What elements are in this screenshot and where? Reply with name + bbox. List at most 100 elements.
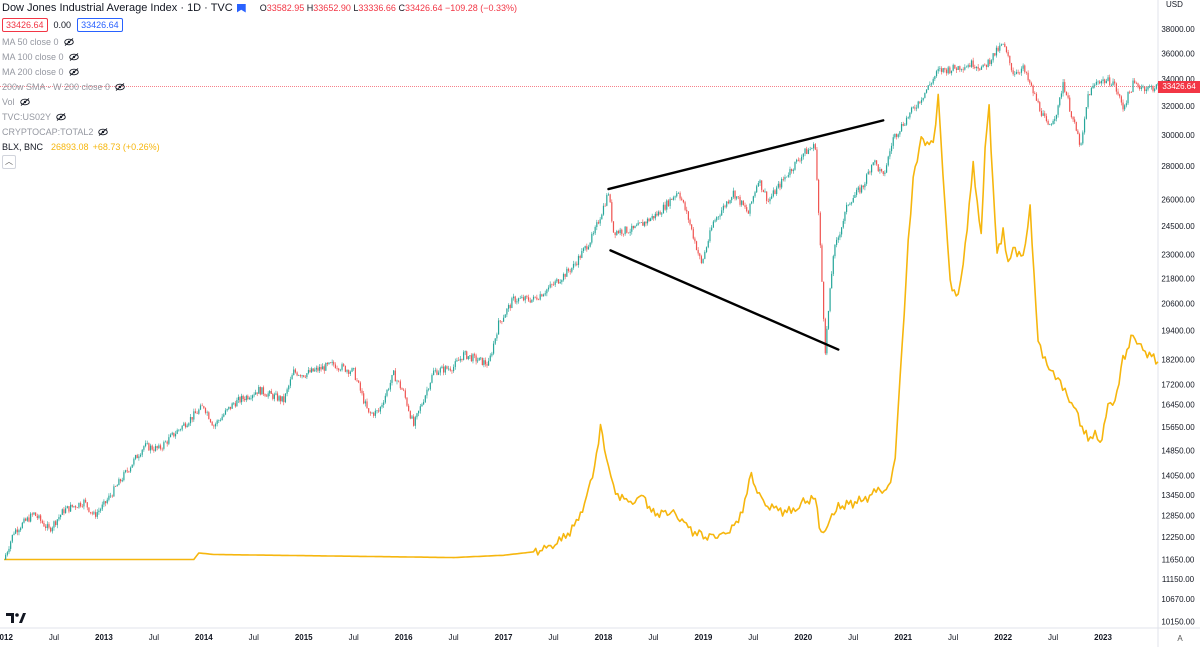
candle-body <box>646 218 649 224</box>
candle-body <box>497 320 500 335</box>
candle-body <box>849 203 851 205</box>
indicator-label[interactable]: MA 200 close 0 <box>2 66 64 77</box>
eye-off-icon[interactable] <box>63 37 74 46</box>
candle-body <box>326 363 329 365</box>
candle-body <box>154 446 157 451</box>
eye-off-icon[interactable] <box>56 112 66 121</box>
indicator-label[interactable]: MA 50 close 0 <box>2 36 59 47</box>
candle-body <box>604 205 606 207</box>
x-tick-label: Jul <box>548 633 558 642</box>
candle-body <box>954 64 956 69</box>
candle-body <box>1064 82 1066 92</box>
sell-price-box[interactable]: 33426.64 <box>2 18 48 32</box>
candle-body <box>837 237 839 240</box>
candle-body <box>653 216 655 219</box>
indicator-label[interactable]: Vol <box>2 96 15 107</box>
candle-body <box>448 368 450 370</box>
y-tick-label: 15650.00 <box>1161 423 1195 432</box>
candle-body <box>464 351 466 353</box>
indicator-row[interactable]: TVC:US02Y <box>2 109 517 124</box>
candle-body <box>739 196 741 205</box>
x-tick-label: Jul <box>448 633 458 642</box>
indicator-label[interactable]: TVC:US02Y <box>2 111 52 122</box>
candle-body <box>979 68 981 70</box>
eye-off-icon[interactable] <box>98 127 109 136</box>
overlay-symbol-name[interactable]: BLX, BNC <box>2 141 44 152</box>
candle-body <box>262 387 265 395</box>
candle-body <box>847 204 849 206</box>
candle-body <box>767 201 769 202</box>
y-tick-label: 20600.00 <box>1161 300 1195 309</box>
candle-body <box>1015 72 1018 75</box>
eye-off-icon[interactable] <box>68 67 79 76</box>
candle-body <box>850 202 853 204</box>
candle-body <box>627 232 630 234</box>
currency-label[interactable]: USD <box>1166 0 1183 9</box>
eye-off-icon[interactable] <box>19 97 30 106</box>
y-tick-label: 28000.00 <box>1161 162 1195 171</box>
overlay-symbol-row[interactable]: BLX, BNC 26893.08 +68.73 (+0.26%) <box>2 139 517 154</box>
candle-body <box>253 394 255 396</box>
candle-body <box>244 398 246 401</box>
tradingview-logo-icon[interactable] <box>6 612 26 624</box>
candle-body <box>774 190 776 194</box>
candle-body <box>11 534 13 542</box>
candle-body <box>592 233 595 234</box>
candle-body <box>855 189 858 195</box>
eye-off-icon[interactable] <box>115 82 125 91</box>
candle-body <box>874 160 876 163</box>
candle-body <box>559 282 561 284</box>
indicator-row[interactable]: CRYPTOCAP:TOTAL2 <box>2 124 517 139</box>
candle-body <box>383 402 385 405</box>
symbol-title[interactable]: Dow Jones Industrial Average Index · 1D … <box>2 2 233 14</box>
auto-scale-button[interactable]: A <box>1177 634 1183 643</box>
flag-icon[interactable] <box>236 3 246 13</box>
indicator-row[interactable]: MA 200 close 0 <box>2 64 517 79</box>
candle-body <box>576 263 578 265</box>
candle-body <box>557 279 560 284</box>
candle-body <box>354 368 356 381</box>
buy-price-box[interactable]: 33426.64 <box>77 18 123 32</box>
indicator-row[interactable]: MA 50 close 0 <box>2 34 517 49</box>
candle-body <box>980 66 983 70</box>
candle-body <box>1087 94 1089 108</box>
candle-body <box>889 151 891 157</box>
candle-body <box>99 509 102 511</box>
candle-body <box>726 201 728 207</box>
candle-body <box>312 368 314 372</box>
candle-body <box>512 296 515 299</box>
candle-body <box>895 133 898 137</box>
candle-body <box>677 192 680 194</box>
candle-body <box>1030 82 1033 86</box>
indicator-row[interactable]: Vol <box>2 94 517 109</box>
candle-body <box>1149 86 1151 88</box>
indicator-row[interactable]: MA 100 close 0 <box>2 49 517 64</box>
candle-body <box>546 289 548 294</box>
indicator-row[interactable]: 200w SMA - W 200 close 0 <box>2 79 517 94</box>
candle-body <box>791 169 793 172</box>
y-tick-label: 32000.00 <box>1161 102 1195 111</box>
candle-body <box>61 509 63 515</box>
y-tick-label: 18200.00 <box>1161 355 1195 364</box>
indicator-label[interactable]: MA 100 close 0 <box>2 51 64 62</box>
candle-body <box>522 297 525 301</box>
eye-off-icon[interactable] <box>68 52 79 61</box>
indicator-label[interactable]: 200w SMA - W 200 close 0 <box>2 81 111 92</box>
candle-body <box>486 364 488 366</box>
candle-body <box>416 413 418 418</box>
candle-body <box>344 365 346 372</box>
candle-body <box>60 514 62 518</box>
x-tick-label: Jul <box>349 633 359 642</box>
candle-body <box>70 504 72 512</box>
candle-body <box>23 518 25 523</box>
candle-body <box>250 398 252 399</box>
candle-body <box>960 69 963 70</box>
candle-body <box>1122 102 1124 110</box>
candle-body <box>687 211 690 220</box>
indicator-label[interactable]: CRYPTOCAP:TOTAL2 <box>2 126 94 137</box>
candle-body <box>398 380 400 382</box>
collapse-legend-button[interactable]: ︿ <box>2 154 16 169</box>
candle-body <box>1005 46 1008 53</box>
